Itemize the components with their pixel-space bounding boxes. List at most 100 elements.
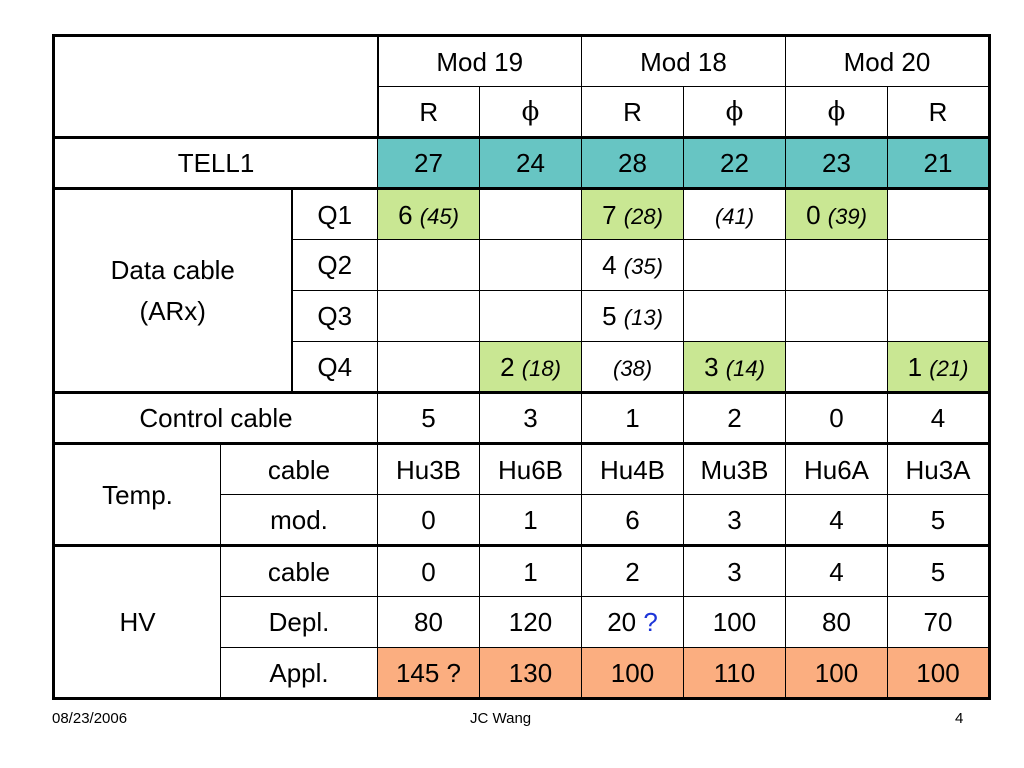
header-mod-18: Mod 18 xyxy=(581,35,786,87)
hv-appl-value: 100 xyxy=(581,647,684,699)
control-cable-value: 2 xyxy=(683,391,786,444)
channel-number: (13) xyxy=(623,305,663,330)
data-cable-cell xyxy=(683,290,786,342)
data-cable-label-line2: (ARx) xyxy=(139,295,206,326)
data-cable-row-q1: Data cable (ARx) Q1 6 (45) 7 (28) (41) 0… xyxy=(53,187,990,393)
data-cable-cell xyxy=(479,290,582,342)
header-sensor: ϕ xyxy=(785,86,888,138)
data-cable-cell xyxy=(785,341,888,393)
footer-page-number: 4 xyxy=(955,710,964,727)
data-cable-row-q2: Q2 4 (35) xyxy=(54,239,990,291)
header-sensor: ϕ xyxy=(683,86,786,138)
header-mod-19: Mod 19 xyxy=(377,35,582,87)
hv-cable-value: 3 xyxy=(683,544,786,597)
tell1-label: TELL1 xyxy=(53,136,378,189)
control-cable-value: 3 xyxy=(479,391,582,444)
data-cable-cell xyxy=(785,290,888,342)
temp-cable-value: Hu6B xyxy=(479,442,582,495)
tell1-row: TELL1 27 24 28 22 23 21 xyxy=(53,136,990,189)
channel-number: (45) xyxy=(419,203,459,229)
temp-cable-value: Hu3A xyxy=(887,442,990,495)
temp-mod-label: mod. xyxy=(220,494,378,546)
data-cable-cell: (41) xyxy=(683,187,786,240)
control-cable-value: 1 xyxy=(581,391,684,444)
hv-depl-value: 80 xyxy=(377,596,480,648)
hv-appl-value: 100 xyxy=(887,647,990,699)
data-cable-cell xyxy=(887,187,990,240)
channel-number: (18) xyxy=(521,355,561,381)
header-sensor: R xyxy=(581,86,684,138)
hv-cable-value: 1 xyxy=(479,544,582,597)
hv-depl-value: 100 xyxy=(683,596,786,648)
header-sensor: R xyxy=(887,86,990,138)
hv-appl-value: 145 ? xyxy=(377,647,480,699)
temp-mod-value: 4 xyxy=(785,494,888,546)
tell1-value: 23 xyxy=(785,136,888,189)
hv-depl-value: 80 xyxy=(785,596,888,648)
temp-mod-value: 6 xyxy=(581,494,684,546)
control-cable-value: 0 xyxy=(785,391,888,444)
data-cable-label: Data cable (ARx) xyxy=(53,187,293,393)
hv-cable-value: 0 xyxy=(377,544,480,597)
temp-cable-value: Hu6A xyxy=(785,442,888,495)
data-cable-cell xyxy=(479,187,582,240)
header-sensor: R xyxy=(377,86,480,138)
quadrant-label: Q2 xyxy=(291,239,378,291)
data-cable-cell xyxy=(785,239,888,291)
data-cable-cell: 0 (39) xyxy=(785,187,888,240)
hv-appl-label: Appl. xyxy=(220,647,378,699)
data-cable-cell: 4 (35) xyxy=(581,239,684,291)
hv-depl-value: 70 xyxy=(887,596,990,648)
tell1-value: 28 xyxy=(581,136,684,189)
data-cable-cell xyxy=(887,239,990,291)
data-cable-cell: 2 (18) xyxy=(479,341,582,393)
data-cable-cell: 7 (28) xyxy=(581,187,684,240)
data-cable-cell: 5 (13) xyxy=(581,290,684,342)
header-sensor: ϕ xyxy=(479,86,582,138)
hv-cable-row: HV cable 0 1 2 3 4 5 xyxy=(53,544,990,699)
footer-date: 08/23/2006 xyxy=(52,710,128,727)
hv-label: HV xyxy=(53,544,221,699)
hv-depl-value: 120 xyxy=(479,596,582,648)
data-cable-cell: 6 (45) xyxy=(377,187,480,240)
quadrant-label: Q3 xyxy=(291,290,378,342)
footer-author: JC Wang xyxy=(470,710,532,727)
arx-number: 3 xyxy=(704,351,719,382)
tell1-value: 24 xyxy=(479,136,582,189)
channel-number: (41) xyxy=(714,203,755,229)
temp-cable-row: Temp. cable Hu3B Hu6B Hu4B Mu3B Hu6A Hu3… xyxy=(53,442,990,546)
temp-mod-value: 0 xyxy=(377,494,480,546)
data-cable-cell xyxy=(479,239,582,291)
hv-appl-row: Appl. 145 ? 130 100 110 100 100 xyxy=(54,647,990,699)
data-cable-cell xyxy=(377,290,480,342)
hv-cable-value: 4 xyxy=(785,544,888,597)
arx-number: 4 xyxy=(602,250,617,280)
control-cable-value: 5 xyxy=(377,391,480,444)
top-left-empty-cell xyxy=(53,35,379,138)
tell1-value: 27 xyxy=(377,136,480,189)
temp-cable-label: cable xyxy=(220,442,378,495)
arx-number: 6 xyxy=(398,199,413,230)
data-cable-cell xyxy=(683,239,786,291)
control-cable-row: Control cable 5 3 1 2 0 4 xyxy=(53,391,990,444)
data-cable-cell xyxy=(377,341,480,393)
temp-label: Temp. xyxy=(53,442,221,546)
hv-depl-value-questioned: 20 ? xyxy=(581,596,684,648)
channel-number: (21) xyxy=(929,355,969,381)
data-cable-row-q3: Q3 5 (13) xyxy=(54,290,990,342)
tell1-value: 22 xyxy=(683,136,786,189)
temp-cable-value: Mu3B xyxy=(683,442,786,495)
hv-appl-value: 100 xyxy=(785,647,888,699)
hv-appl-value: 110 xyxy=(683,647,786,699)
hv-appl-value: 130 xyxy=(479,647,582,699)
temp-mod-value: 1 xyxy=(479,494,582,546)
header-mod-20: Mod 20 xyxy=(785,35,990,87)
data-cable-cell: 3 (14) xyxy=(683,341,786,393)
hv-cable-label: cable xyxy=(220,544,378,597)
arx-number: 0 xyxy=(806,199,821,230)
data-cable-row-q4: Q4 2 (18) (38) 3 (14) 1 (21) xyxy=(54,341,990,393)
control-cable-label: Control cable xyxy=(53,391,378,444)
question-mark: ? xyxy=(643,607,658,637)
channel-number: (38) xyxy=(612,355,653,381)
quadrant-label: Q1 xyxy=(291,187,378,240)
